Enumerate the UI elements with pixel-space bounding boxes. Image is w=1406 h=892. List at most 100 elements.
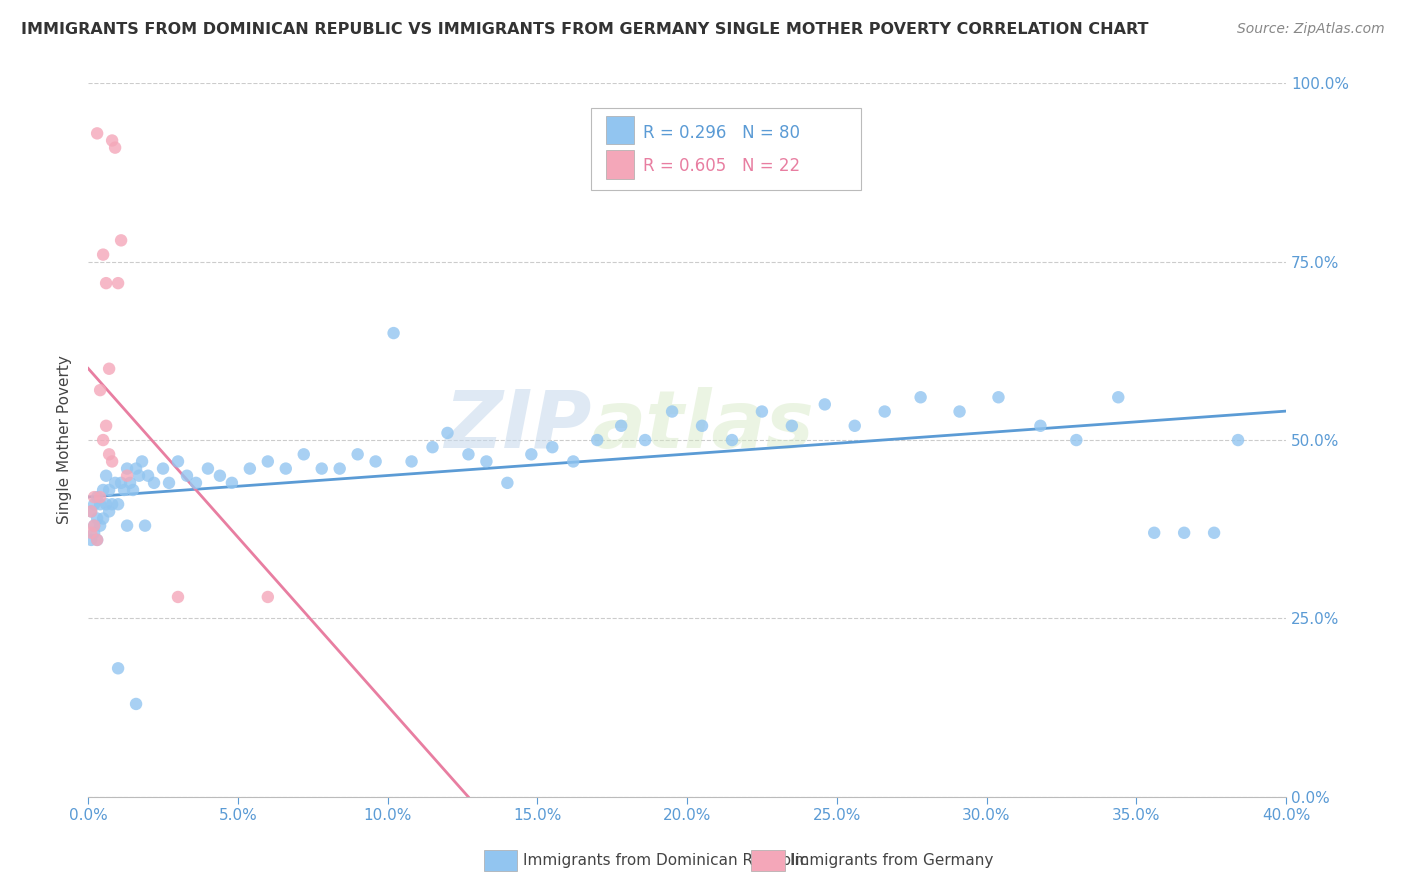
Point <box>89 497 111 511</box>
Point <box>89 518 111 533</box>
Point <box>329 461 352 475</box>
Point <box>101 497 124 511</box>
Text: atlas: atlas <box>592 387 814 465</box>
Point <box>112 483 135 497</box>
Point <box>91 511 114 525</box>
Point <box>661 404 683 418</box>
FancyBboxPatch shape <box>606 150 634 178</box>
Point <box>1143 525 1166 540</box>
Point <box>221 475 243 490</box>
Point <box>125 697 148 711</box>
Point <box>239 461 262 475</box>
Point <box>208 468 231 483</box>
Point <box>86 533 108 547</box>
Point <box>167 454 190 468</box>
Point <box>115 468 138 483</box>
Point <box>256 590 278 604</box>
Point <box>80 504 103 518</box>
Text: Immigrants from Dominican Republic: Immigrants from Dominican Republic <box>523 854 808 868</box>
Point <box>80 525 103 540</box>
Point <box>120 475 142 490</box>
Point <box>1029 418 1052 433</box>
Point <box>91 433 114 447</box>
Point <box>541 440 564 454</box>
Text: ZIP: ZIP <box>444 387 592 465</box>
Point <box>780 418 803 433</box>
Point <box>1173 525 1195 540</box>
Point <box>1204 525 1226 540</box>
Point <box>184 475 207 490</box>
FancyBboxPatch shape <box>606 116 634 145</box>
Point <box>131 454 153 468</box>
Point <box>274 461 297 475</box>
Point <box>496 475 519 490</box>
Point <box>94 497 117 511</box>
Point <box>634 433 657 447</box>
Point <box>110 233 132 247</box>
Point <box>86 490 108 504</box>
Point <box>401 454 423 468</box>
Point <box>80 533 103 547</box>
Point <box>176 468 198 483</box>
Point <box>115 461 138 475</box>
Point <box>86 511 108 525</box>
Point <box>364 454 387 468</box>
Point <box>197 461 219 475</box>
Point <box>143 475 166 490</box>
Point <box>98 483 121 497</box>
Point <box>873 404 896 418</box>
Point <box>104 475 127 490</box>
Point <box>586 433 609 447</box>
Point <box>346 447 368 461</box>
Text: Source: ZipAtlas.com: Source: ZipAtlas.com <box>1237 22 1385 37</box>
Point <box>814 397 837 411</box>
Point <box>520 447 543 461</box>
Point <box>98 361 121 376</box>
Point <box>83 490 105 504</box>
Point <box>134 518 156 533</box>
Point <box>610 418 633 433</box>
Point <box>987 390 1010 404</box>
Point <box>104 141 127 155</box>
Point <box>751 404 773 418</box>
Point <box>128 468 150 483</box>
Point <box>94 468 117 483</box>
Point <box>83 525 105 540</box>
Y-axis label: Single Mother Poverty: Single Mother Poverty <box>58 356 72 524</box>
Point <box>122 483 145 497</box>
Text: Immigrants from Germany: Immigrants from Germany <box>790 854 994 868</box>
Point <box>157 475 180 490</box>
FancyBboxPatch shape <box>592 109 860 190</box>
Point <box>101 454 124 468</box>
Point <box>94 276 117 290</box>
Point <box>98 447 121 461</box>
Point <box>110 475 132 490</box>
Text: R = 0.296   N = 80: R = 0.296 N = 80 <box>643 124 800 142</box>
Point <box>98 504 121 518</box>
Point <box>101 134 124 148</box>
Point <box>562 454 585 468</box>
Point <box>948 404 970 418</box>
Point <box>844 418 866 433</box>
Point <box>475 454 498 468</box>
Point <box>1227 433 1250 447</box>
Point <box>125 461 148 475</box>
Point <box>107 276 129 290</box>
Point <box>91 483 114 497</box>
Point <box>910 390 932 404</box>
Point <box>721 433 744 447</box>
Point <box>256 454 278 468</box>
Point <box>690 418 713 433</box>
Point <box>382 326 405 340</box>
Point <box>89 490 111 504</box>
Point <box>422 440 444 454</box>
Point <box>1107 390 1129 404</box>
Point <box>167 590 190 604</box>
Point <box>80 504 103 518</box>
Point <box>1066 433 1088 447</box>
Point <box>436 425 458 440</box>
Text: IMMIGRANTS FROM DOMINICAN REPUBLIC VS IMMIGRANTS FROM GERMANY SINGLE MOTHER POVE: IMMIGRANTS FROM DOMINICAN REPUBLIC VS IM… <box>21 22 1149 37</box>
Point <box>311 461 333 475</box>
Point <box>115 518 138 533</box>
Point <box>83 518 105 533</box>
